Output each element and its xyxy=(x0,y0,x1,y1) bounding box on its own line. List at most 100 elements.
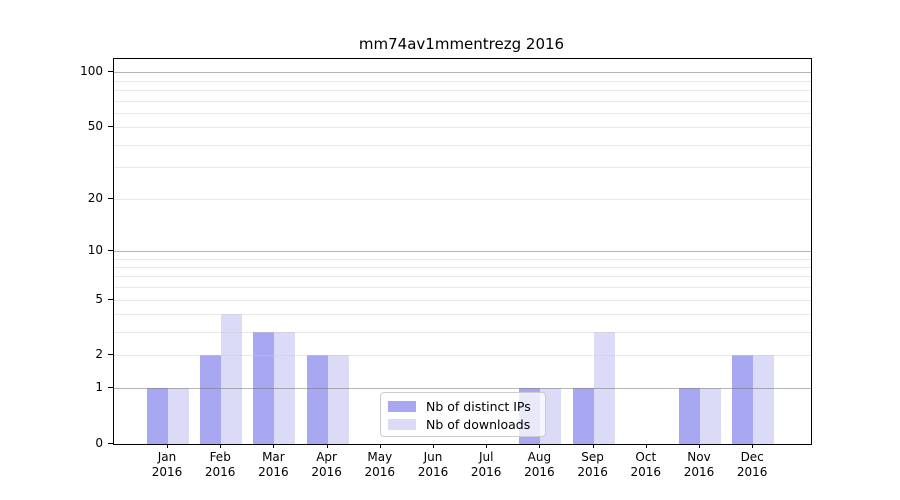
y-tick-mark xyxy=(108,443,113,444)
plot-area: Nb of distinct IPs Nb of downloads xyxy=(113,58,812,445)
gridline-minor xyxy=(114,127,811,129)
x-tick-label-month: Dec xyxy=(740,450,764,464)
gridline-minor xyxy=(114,144,811,146)
y-tick-mark xyxy=(108,71,113,73)
x-tick-mark xyxy=(699,444,700,448)
legend-swatch xyxy=(388,400,416,412)
x-tick-mark xyxy=(486,444,488,448)
gridline-minor xyxy=(114,100,811,102)
gridline-minor xyxy=(114,89,811,91)
bar-nb-of-distinct-ips-dec xyxy=(732,355,754,444)
y-tick-label: 20 xyxy=(87,190,103,205)
y-tick-label: 1 xyxy=(95,380,103,395)
x-tick-label: Nov 2016 xyxy=(667,450,731,480)
x-tick-mark xyxy=(752,444,754,448)
legend-label: Nb of downloads xyxy=(426,416,531,432)
y-tick-label: 100 xyxy=(80,64,103,79)
x-tick-mark xyxy=(326,444,328,448)
x-tick-mark xyxy=(433,444,434,448)
x-tick-label-year: 2016 xyxy=(470,465,502,479)
y-tick-mark xyxy=(108,354,113,356)
bar-nb-of-distinct-ips-nov xyxy=(679,388,700,444)
gridline-minor xyxy=(114,266,811,268)
x-tick-label-year: 2016 xyxy=(524,465,555,479)
x-tick-label-month: Nov xyxy=(687,450,711,464)
x-tick-label-month: Mar xyxy=(262,450,285,464)
y-tick-mark xyxy=(108,126,113,128)
bar-nb-of-distinct-ips-mar xyxy=(253,332,275,444)
x-tick-label-month: Jun xyxy=(423,450,443,464)
bar-nb-of-distinct-ips-jan xyxy=(147,388,168,444)
x-tick-mark xyxy=(379,444,381,448)
y-tick-mark xyxy=(108,197,113,199)
x-tick-label: Dec 2016 xyxy=(720,450,784,480)
x-tick-mark xyxy=(592,444,594,448)
x-tick-label: Apr 2016 xyxy=(295,450,359,480)
gridline-minor xyxy=(114,167,811,169)
x-tick-label-year: 2016 xyxy=(577,465,608,479)
x-tick-label-year: 2016 xyxy=(151,465,183,479)
x-tick-mark xyxy=(273,444,275,448)
x-tick-label-year: 2016 xyxy=(204,465,236,479)
gridline-major xyxy=(114,388,811,390)
gridline-minor xyxy=(114,287,811,289)
gridline-minor xyxy=(114,198,811,200)
gridline-minor xyxy=(114,299,811,301)
x-tick-label-year: 2016 xyxy=(258,465,289,479)
x-tick-label: Mar 2016 xyxy=(241,450,305,480)
x-tick-label: Sep 2016 xyxy=(561,450,625,480)
y-tick-label: 5 xyxy=(95,291,103,306)
x-tick-label-month: Jan xyxy=(157,450,177,464)
gridline-minor xyxy=(114,314,811,316)
bar-nb-of-downloads-feb xyxy=(221,314,243,444)
gridline-minor xyxy=(114,258,811,260)
bar-nb-of-downloads-apr xyxy=(327,355,349,444)
x-tick-label-month: Sep xyxy=(581,450,604,464)
x-tick-label: Oct 2016 xyxy=(614,450,678,480)
gridline-minor xyxy=(114,276,811,278)
bar-nb-of-distinct-ips-feb xyxy=(200,355,222,444)
x-tick-mark xyxy=(167,444,168,448)
x-tick-label: Jan 2016 xyxy=(135,450,199,480)
y-tick-label: 2 xyxy=(95,347,103,362)
x-tick-label-year: 2016 xyxy=(417,465,449,479)
x-tick-label-month: Apr xyxy=(316,450,337,464)
x-tick-label: May 2016 xyxy=(348,450,412,480)
legend-item: Nb of distinct IPs xyxy=(388,398,537,414)
gridline-minor xyxy=(114,355,811,357)
x-tick-label: Feb 2016 xyxy=(188,450,252,480)
y-tick-label: 50 xyxy=(87,119,103,134)
gridline-major xyxy=(114,250,811,252)
x-tick-label-month: Jul xyxy=(478,450,494,464)
x-tick-mark xyxy=(645,444,647,448)
x-tick-label-month: Oct xyxy=(635,450,657,464)
y-tick-label: 10 xyxy=(87,242,103,257)
x-tick-label-year: 2016 xyxy=(311,465,342,479)
chart-title: mm74av1mmentrezg 2016 xyxy=(358,35,565,53)
legend-label: Nb of distinct IPs xyxy=(426,398,531,414)
y-tick-mark xyxy=(108,249,113,251)
bar-nb-of-downloads-mar xyxy=(274,332,296,444)
x-tick-label-year: 2016 xyxy=(364,465,396,479)
y-tick-mark xyxy=(108,387,113,389)
bar-nb-of-downloads-nov xyxy=(700,388,721,444)
legend-item: Nb of downloads xyxy=(388,416,537,432)
gridline-minor xyxy=(114,112,811,114)
y-tick-label: 0 xyxy=(95,436,103,450)
bar-nb-of-downloads-sep xyxy=(593,332,615,444)
x-tick-label-year: 2016 xyxy=(736,465,768,479)
gridline-major xyxy=(114,72,811,74)
gridline-minor xyxy=(114,80,811,82)
x-tick-mark xyxy=(539,444,541,448)
x-tick-label: Jun 2016 xyxy=(401,450,465,480)
x-tick-mark xyxy=(220,444,222,448)
gridline-minor xyxy=(114,332,811,334)
x-tick-label-month: Feb xyxy=(209,450,231,464)
x-tick-label-year: 2016 xyxy=(630,465,662,479)
x-tick-label: Jul 2016 xyxy=(454,450,518,480)
x-tick-label-year: 2016 xyxy=(683,465,715,479)
x-tick-label-month: May xyxy=(367,450,393,464)
bar-nb-of-distinct-ips-apr xyxy=(306,355,328,444)
x-tick-label-month: Aug xyxy=(527,450,552,464)
